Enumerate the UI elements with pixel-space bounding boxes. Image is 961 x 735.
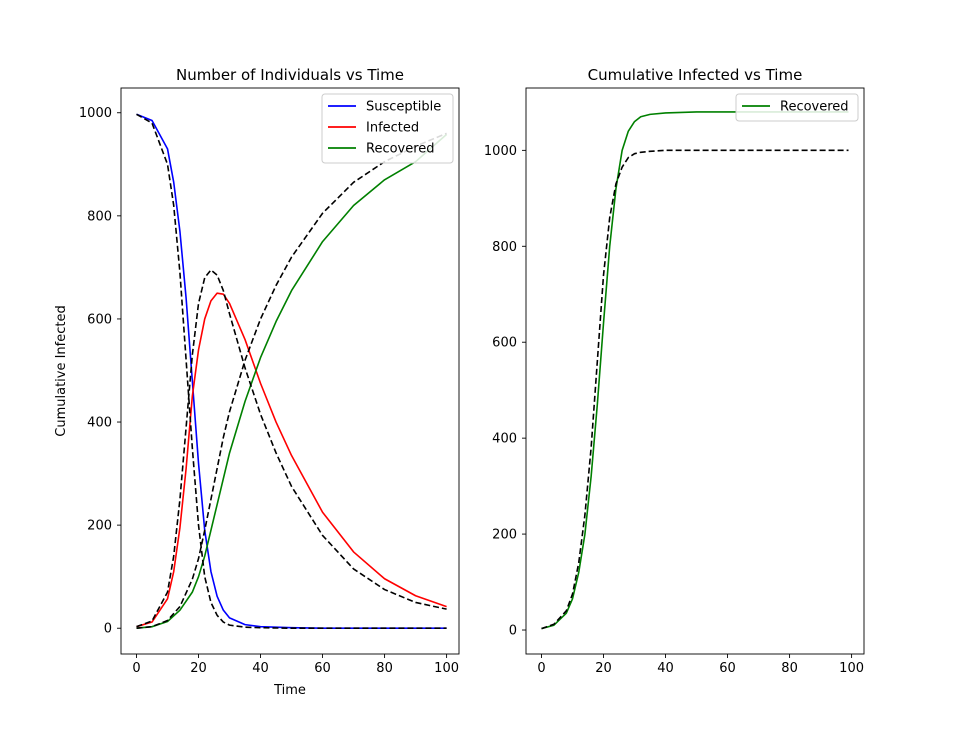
y-tick-label: 1000 — [484, 144, 517, 159]
legend-box — [321, 93, 454, 164]
legend-label: Recovered — [780, 100, 849, 115]
legend: Susceptible Infected Recovered — [321, 93, 454, 164]
axes-frame — [525, 87, 865, 655]
y-tick-label: 1000 — [79, 106, 112, 121]
legend: Recovered — [735, 93, 859, 122]
series-line-recovered — [541, 111, 849, 630]
series-line-reference-1 — [541, 149, 849, 630]
y-tick-label: 200 — [87, 519, 112, 534]
x-tick-label: 0 — [132, 661, 140, 676]
chart-title: Cumulative Infected vs Time — [588, 66, 803, 84]
y-tick-label: 800 — [87, 209, 112, 224]
x-tick-label: 60 — [719, 661, 736, 676]
chart-title: Number of Individuals vs Time — [176, 66, 404, 84]
x-tick-label: 80 — [781, 661, 798, 676]
y-tick-label: 600 — [87, 312, 112, 327]
legend-label: Recovered — [366, 142, 435, 157]
x-tick-label: 40 — [657, 661, 674, 676]
series-group — [541, 111, 849, 630]
y-tick-label: 800 — [492, 240, 517, 255]
legend-box — [735, 93, 859, 122]
y-tick-label: 0 — [104, 622, 112, 637]
series-line-reference-4 — [136, 269, 447, 628]
x-tick-label: 20 — [190, 661, 207, 676]
x-tick-label: 100 — [839, 661, 864, 676]
y-tick-label: 400 — [492, 432, 517, 447]
y-axis-label: Cumulative Infected — [54, 305, 69, 436]
series-line-reference-5 — [136, 132, 447, 630]
y-tick-label: 600 — [492, 336, 517, 351]
x-tick-label: 20 — [595, 661, 612, 676]
series-group — [136, 113, 448, 630]
axes-frame — [120, 87, 460, 655]
legend-label: Infected — [366, 121, 419, 136]
x-tick-label: 100 — [434, 661, 459, 676]
series-line-recovered — [136, 133, 448, 630]
series-line-infected — [136, 292, 447, 628]
x-axis-label: Time — [273, 683, 306, 698]
legend-label: Susceptible — [366, 100, 441, 115]
chart-panel-cumulative: 0 20 40 60 80 10002004006008001000Cumulative … — [484, 66, 865, 676]
x-tick-label: 60 — [314, 661, 331, 676]
y-tick-label: 200 — [492, 528, 517, 543]
x-tick-label: 40 — [252, 661, 269, 676]
x-tick-label: 0 — [537, 661, 545, 676]
series-line-reference-3 — [136, 113, 447, 630]
y-tick-label: 0 — [509, 624, 517, 639]
x-tick-label: 80 — [376, 661, 393, 676]
y-tick-label: 400 — [87, 416, 112, 431]
